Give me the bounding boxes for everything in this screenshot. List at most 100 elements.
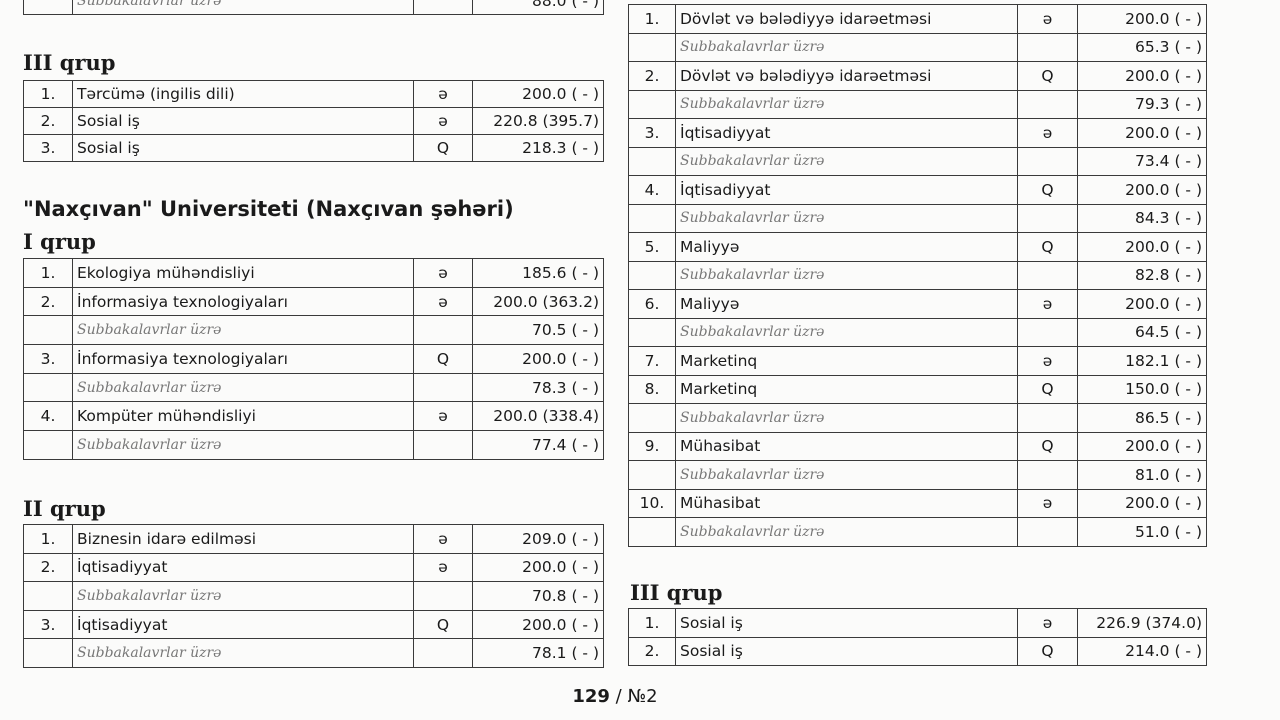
table-left-group-iii: 1. Tərcümə (ingilis dili) ə 200.0 ( - ) 2. So… <box>23 80 604 162</box>
table-row: 1. Dövlət və bələdiyyə idarəetməsi ə 200.0 … <box>628 4 1207 34</box>
row-number: 4. <box>628 175 676 205</box>
table-row: 4. İqtisadiyyat Q 200.0 ( - ) <box>628 175 1207 205</box>
program-name: Sosial iş <box>72 107 414 135</box>
row-number <box>23 0 73 15</box>
table-row: Subbakalavrlar üzrə 70.5 ( - ) <box>23 315 604 346</box>
program-name: Kompüter mühəndisliyi <box>72 401 414 432</box>
table-right-group-ii: 1. Dövlət və bələdiyyə idarəetməsi ə 200.0 … <box>628 4 1207 547</box>
passing-score: 79.3 ( - ) <box>1077 89 1207 119</box>
passing-score: 64.5 ( - ) <box>1077 317 1207 347</box>
program-name: İnformasiya texnologiyaları <box>72 286 414 317</box>
table-row: 9. Mühasibat Q 200.0 ( - ) <box>628 431 1207 461</box>
row-number <box>23 372 73 403</box>
table-row: Subbakalavrlar üzrə 73.4 ( - ) <box>628 146 1207 176</box>
passing-score: 200.0 ( - ) <box>472 609 604 640</box>
page-number: 129 / №2 <box>0 686 1230 707</box>
table-row: 6. Maliyyə ə 200.0 ( - ) <box>628 289 1207 319</box>
table-row: Subbakalavrlar üzrə 70.8 ( - ) <box>23 581 604 611</box>
table-row: 1. Sosial iş ə 226.9 (374.0) <box>628 608 1207 638</box>
program-name: İqtisadiyyat <box>72 609 414 640</box>
row-number: 4. <box>23 401 73 432</box>
row-number: 1. <box>628 4 676 34</box>
table-row: Subbakalavrlar üzrə 88.0 ( - ) <box>23 0 604 15</box>
study-form: ə <box>413 524 473 554</box>
program-name: Maliyyə <box>675 289 1018 319</box>
program-name: Marketinq <box>675 374 1018 404</box>
row-number: 1. <box>628 608 676 638</box>
program-name: Sosial iş <box>72 134 414 162</box>
row-number <box>23 315 73 346</box>
program-name: Subbakalavrlar üzrə <box>72 315 414 346</box>
passing-score: 78.1 ( - ) <box>472 638 604 668</box>
study-form: ə <box>1017 608 1078 638</box>
passing-score: 214.0 ( - ) <box>1077 636 1207 666</box>
passing-score: 200.0 ( - ) <box>1077 61 1207 91</box>
row-number: 1. <box>23 258 73 288</box>
page-number-value: 129 <box>572 686 610 707</box>
program-name: Maliyyə <box>675 232 1018 262</box>
study-form: ə <box>1017 488 1078 518</box>
study-form <box>1017 403 1078 433</box>
row-number: 2. <box>628 61 676 91</box>
passing-score: 84.3 ( - ) <box>1077 203 1207 233</box>
study-form <box>413 581 473 611</box>
group-heading-left-ii: II qrup <box>23 496 106 521</box>
row-number <box>628 32 676 62</box>
passing-score: 220.8 (395.7) <box>472 107 604 135</box>
study-form <box>413 430 473 460</box>
table-row: 2. İqtisadiyyat ə 200.0 ( - ) <box>23 552 604 583</box>
study-form <box>1017 32 1078 62</box>
passing-score: 77.4 ( - ) <box>472 430 604 460</box>
table-row: 2. Dövlət və bələdiyyə idarəetməsi Q 200.0 … <box>628 61 1207 91</box>
passing-score: 182.1 ( - ) <box>1077 346 1207 376</box>
program-name: Mühasibat <box>675 488 1018 518</box>
table-row: Subbakalavrlar üzrə 84.3 ( - ) <box>628 203 1207 233</box>
study-form <box>1017 460 1078 490</box>
group-heading-left-iii: III qrup <box>23 50 116 75</box>
study-form <box>413 638 473 668</box>
passing-score: 70.8 ( - ) <box>472 581 604 611</box>
table-row: 2. İnformasiya texnologiyaları ə 200.0 (363… <box>23 286 604 317</box>
table-row: Subbakalavrlar üzrə 86.5 ( - ) <box>628 403 1207 433</box>
passing-score: 200.0 ( - ) <box>1077 232 1207 262</box>
row-number: 2. <box>23 552 73 583</box>
table-row: Subbakalavrlar üzrə 65.3 ( - ) <box>628 32 1207 62</box>
passing-score: 51.0 ( - ) <box>1077 517 1207 547</box>
row-number: 3. <box>628 118 676 148</box>
passing-score: 82.8 ( - ) <box>1077 260 1207 290</box>
passing-score: 200.0 ( - ) <box>472 344 604 374</box>
study-form <box>1017 517 1078 547</box>
study-form <box>413 0 473 15</box>
row-number: 2. <box>23 286 73 317</box>
study-form: ə <box>413 80 473 108</box>
passing-score: 200.0 (338.4) <box>472 401 604 432</box>
program-name: Dövlət və bələdiyyə idarəetməsi <box>675 4 1018 34</box>
study-form: ə <box>1017 4 1078 34</box>
table-row: 1. Tərcümə (ingilis dili) ə 200.0 ( - ) <box>23 80 604 108</box>
passing-score: 200.0 ( - ) <box>1077 431 1207 461</box>
passing-score: 200.0 ( - ) <box>1077 488 1207 518</box>
row-number <box>23 638 73 668</box>
study-form: Q <box>1017 636 1078 666</box>
table-row: Subbakalavrlar üzrə 78.1 ( - ) <box>23 638 604 668</box>
table-row: 1. Ekologiya mühəndisliyi ə 185.6 ( - ) <box>23 258 604 288</box>
study-form: Q <box>413 609 473 640</box>
row-number: 3. <box>23 609 73 640</box>
passing-score: 209.0 ( - ) <box>472 524 604 554</box>
table-row: 3. İqtisadiyyat ə 200.0 ( - ) <box>628 118 1207 148</box>
row-number <box>23 430 73 460</box>
study-form <box>1017 146 1078 176</box>
program-name: Subbakalavrlar üzrə <box>675 317 1018 347</box>
passing-score: 200.0 ( - ) <box>1077 4 1207 34</box>
table-row: 3. İnformasiya texnologiyaları Q 200.0 ( - … <box>23 344 604 374</box>
program-name: Marketinq <box>675 346 1018 376</box>
row-number <box>628 317 676 347</box>
program-name: Subbakalavrlar üzrə <box>72 430 414 460</box>
passing-score: 200.0 ( - ) <box>1077 175 1207 205</box>
row-number <box>628 203 676 233</box>
study-form <box>1017 317 1078 347</box>
program-name: Subbakalavrlar üzrə <box>675 32 1018 62</box>
passing-score: 78.3 ( - ) <box>472 372 604 403</box>
row-number: 2. <box>23 107 73 135</box>
study-form: Q <box>1017 232 1078 262</box>
